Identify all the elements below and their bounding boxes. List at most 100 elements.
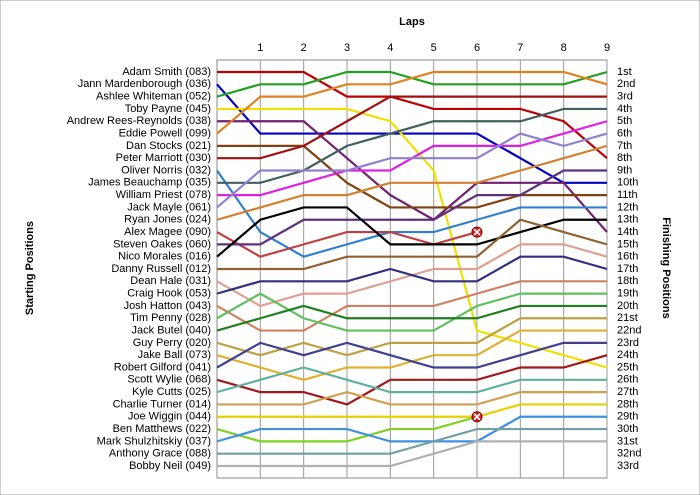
finish-label: 10th <box>617 177 638 189</box>
finish-label: 26th <box>617 374 638 386</box>
driver-label: Mark Shulzhitskiy (037) <box>97 435 211 447</box>
x-tick-label: 3 <box>344 42 350 54</box>
driver-label: Toby Payne (045) <box>125 103 211 115</box>
driver-label: Bobby Neil (049) <box>129 460 211 472</box>
driver-label: Craig Hook (053) <box>127 288 211 300</box>
x-tick-label: 8 <box>561 42 567 54</box>
finish-label: 4th <box>617 103 632 115</box>
driver-line <box>217 95 607 160</box>
driver-label: Danny Russell (012) <box>111 263 211 275</box>
y2-axis-label: Finishing Positions <box>660 217 672 318</box>
driver-label: Guy Perry (020) <box>133 337 211 349</box>
driver-label: Dean Hale (031) <box>130 275 211 287</box>
driver-label: Robert Gilford (041) <box>114 361 211 373</box>
finish-label: 31st <box>617 435 638 447</box>
driver-line <box>216 132 608 209</box>
driver-line <box>216 366 607 394</box>
finish-label: 27th <box>617 386 638 398</box>
finish-label: 16th <box>617 251 638 263</box>
driver-line <box>217 440 607 468</box>
finish-label: 30th <box>617 423 638 435</box>
finish-label: 1st <box>617 66 632 78</box>
retired-marker <box>471 411 483 423</box>
driver-line <box>216 341 607 369</box>
finish-label: 25th <box>617 361 638 373</box>
driver-label: William Priest (078) <box>116 189 211 201</box>
finish-label: 33rd <box>617 460 639 472</box>
x-tick-label: 1 <box>257 42 263 54</box>
finish-label: 22nd <box>617 324 641 336</box>
driver-label: Ben Matthews (022) <box>113 423 211 435</box>
driver-label: Dan Stocks (021) <box>126 140 211 152</box>
driver-label: Steven Oakes (060) <box>113 238 211 250</box>
driver-label: Scott Wylie (068) <box>127 374 211 386</box>
driver-label: Adam Smith (083) <box>122 66 211 78</box>
finish-label: 13th <box>617 214 638 226</box>
finish-label: 8th <box>617 152 632 164</box>
driver-label: Ryan Jones (024) <box>124 214 211 226</box>
x-tick-label: 7 <box>517 42 523 54</box>
finish-label: 11th <box>617 189 638 201</box>
driver-label: James Beauchamp (035) <box>88 177 211 189</box>
driver-line <box>217 169 607 246</box>
finish-label: 24th <box>617 349 638 361</box>
driver-line <box>216 144 608 221</box>
driver-label: Jake Ball (073) <box>138 349 211 361</box>
finish-label: 28th <box>617 398 638 410</box>
finish-label: 21st <box>617 312 638 324</box>
driver-label: Eddie Powell (099) <box>119 127 211 139</box>
finish-label: 14th <box>617 226 638 238</box>
finish-label: 29th <box>617 411 638 423</box>
driver-line <box>216 304 607 332</box>
driver-label: Tim Penny (028) <box>130 312 211 324</box>
driver-label: Oliver Norris (032) <box>121 164 211 176</box>
driver-line <box>217 107 607 184</box>
driver-line <box>217 218 608 271</box>
finish-label: 20th <box>617 300 638 312</box>
finish-label: 2nd <box>617 78 635 90</box>
driver-line <box>217 390 607 406</box>
driver-label: Jann Mardenborough (036) <box>78 78 211 90</box>
finish-label: 7th <box>617 140 632 152</box>
x-axis-label: Laps <box>399 16 425 28</box>
x-tick-label: 2 <box>301 42 307 54</box>
driver-label: Jack Butel (040) <box>132 324 211 336</box>
retired-marker <box>471 226 483 238</box>
driver-line <box>216 255 608 295</box>
x-tick-label: 5 <box>431 42 437 54</box>
finish-label: 6th <box>617 127 632 139</box>
driver-label: Jack Mayle (061) <box>127 201 211 213</box>
driver-line <box>216 415 607 443</box>
driver-line <box>216 83 607 184</box>
driver-line <box>216 280 607 332</box>
driver-label: Alex Magee (090) <box>124 226 211 238</box>
driver-label: Ashlee Whiteman (052) <box>96 91 211 103</box>
driver-line <box>217 427 607 455</box>
finish-label: 12th <box>617 201 638 213</box>
driver-label: Nico Morales (016) <box>118 251 211 263</box>
x-tick-label: 4 <box>387 42 393 54</box>
finish-label: 19th <box>617 288 638 300</box>
finish-label: 9th <box>617 164 632 176</box>
driver-label: Josh Hatton (043) <box>124 300 211 312</box>
finish-label: 17th <box>617 263 638 275</box>
driver-label: Andrew Rees-Reynolds (038) <box>67 115 211 127</box>
finish-label: 15th <box>617 238 638 250</box>
finish-label: 32nd <box>617 448 641 460</box>
finish-label: 5th <box>617 115 632 127</box>
finish-label: 3rd <box>617 91 633 103</box>
driver-line <box>217 144 607 209</box>
driver-line <box>216 415 478 443</box>
x-tick-label: 9 <box>604 42 610 54</box>
driver-line <box>217 403 607 418</box>
driver-line <box>216 292 607 332</box>
finish-label: 23rd <box>617 337 639 349</box>
driver-label: Joe Wiggin (044) <box>128 411 211 423</box>
driver-line <box>216 70 608 135</box>
y-axis-label: Starting Positions <box>24 221 36 315</box>
driver-label: Anthony Grace (088) <box>109 448 211 460</box>
driver-label: Peter Marriott (030) <box>116 152 211 164</box>
driver-line <box>216 169 607 258</box>
driver-label: Charlie Turner (014) <box>113 398 211 410</box>
